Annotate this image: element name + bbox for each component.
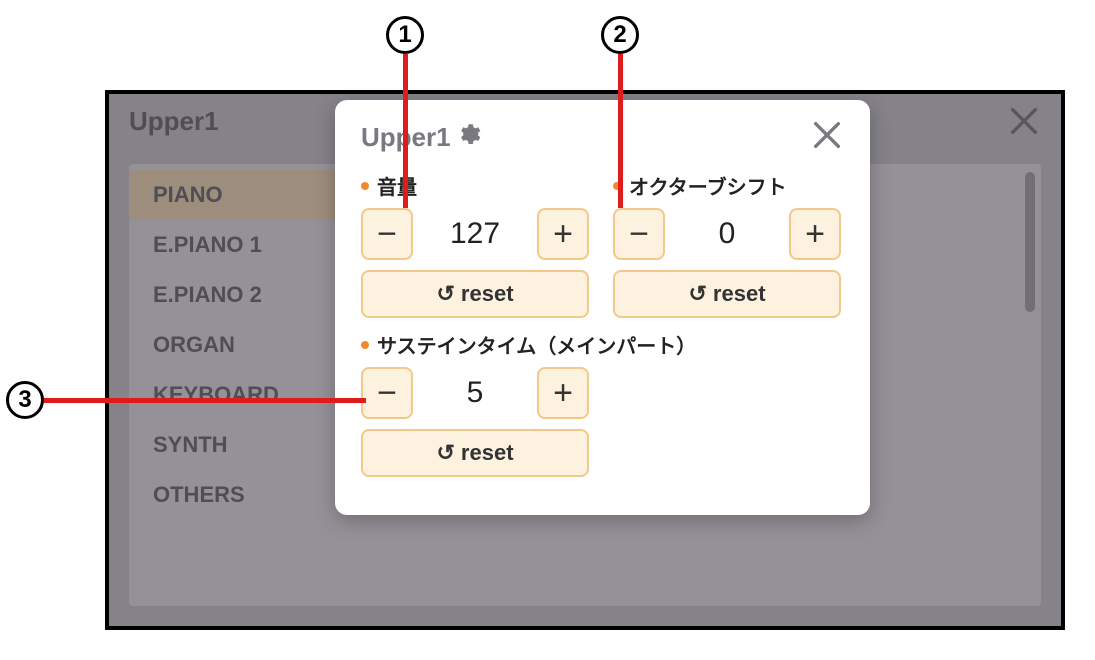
volume-plus-button[interactable]: + — [537, 208, 589, 260]
sidebar-item-piano[interactable]: PIANO — [129, 170, 369, 220]
sidebar-item-synth[interactable]: SYNTH — [129, 420, 369, 470]
sidebar-item-others[interactable]: OTHERS — [129, 470, 369, 520]
scrollbar[interactable] — [1025, 172, 1035, 312]
octave-reset-button[interactable]: ↺ reset — [613, 270, 841, 318]
param-octave: オクターブシフト − 0 + ↺ reset — [613, 171, 841, 318]
reset-label: reset — [461, 440, 514, 466]
bullet-icon — [361, 341, 369, 349]
callout-badge: 2 — [601, 16, 639, 54]
bullet-icon — [361, 182, 369, 190]
modal-header: Upper1 — [361, 118, 844, 157]
octave-value: 0 — [679, 217, 775, 251]
octave-minus-button[interactable]: − — [613, 208, 665, 260]
sustain-minus-button[interactable]: − — [361, 367, 413, 419]
category-sidebar: PIANO E.PIANO 1 E.PIANO 2 ORGAN KEYBOARD… — [129, 164, 369, 606]
modal-title: Upper1 — [361, 122, 451, 153]
param-volume: 音量 − 127 + ↺ reset — [361, 171, 589, 318]
octave-plus-button[interactable]: + — [789, 208, 841, 260]
modal-close-button[interactable] — [810, 118, 844, 157]
reset-label: reset — [713, 281, 766, 307]
param-label: サステインタイム（メインパート） — [377, 330, 696, 359]
bullet-icon — [613, 182, 621, 190]
window-close-button[interactable] — [1007, 104, 1041, 143]
reset-label: reset — [461, 281, 514, 307]
reset-icon: ↺ — [436, 440, 454, 466]
gear-icon — [455, 121, 481, 154]
close-icon — [810, 118, 844, 152]
reset-icon: ↺ — [436, 281, 454, 307]
window-title: Upper1 — [129, 106, 219, 137]
part-settings-modal: Upper1 音量 − 127 + ↺ reset — [335, 100, 870, 515]
sustain-reset-button[interactable]: ↺ reset — [361, 429, 589, 477]
close-icon — [1007, 104, 1041, 138]
param-label: 音量 — [377, 171, 417, 200]
param-label: オクターブシフト — [629, 171, 787, 200]
volume-minus-button[interactable]: − — [361, 208, 413, 260]
sustain-plus-button[interactable]: + — [537, 367, 589, 419]
sidebar-item-epiano1[interactable]: E.PIANO 1 — [129, 220, 369, 270]
volume-reset-button[interactable]: ↺ reset — [361, 270, 589, 318]
sidebar-item-organ[interactable]: ORGAN — [129, 320, 369, 370]
sidebar-item-epiano2[interactable]: E.PIANO 2 — [129, 270, 369, 320]
callout-badge: 1 — [386, 16, 424, 54]
callout-badge: 3 — [6, 381, 44, 419]
reset-icon: ↺ — [688, 281, 706, 307]
sustain-value: 5 — [427, 376, 523, 410]
param-sustain: サステインタイム（メインパート） − 5 + ↺ reset — [361, 330, 844, 477]
sidebar-item-keyboard[interactable]: KEYBOARD — [129, 370, 369, 420]
volume-value: 127 — [427, 217, 523, 251]
